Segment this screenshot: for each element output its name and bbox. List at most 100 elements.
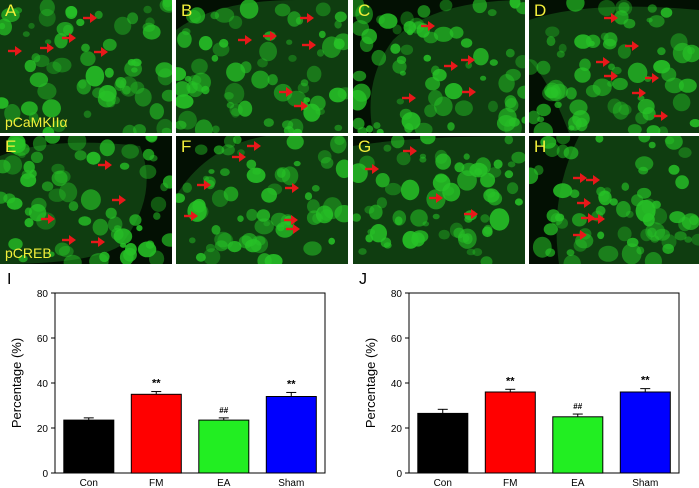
y-tick-label: 80 bbox=[391, 289, 403, 300]
panel-letter: E bbox=[5, 137, 17, 156]
y-tick-label: 40 bbox=[391, 379, 403, 390]
red-arrow-icon bbox=[632, 88, 646, 98]
bar-ea bbox=[198, 419, 250, 474]
micrograph-panel-b: B bbox=[176, 0, 348, 133]
micrograph-image bbox=[529, 136, 699, 264]
red-arrow-icon bbox=[184, 211, 198, 221]
red-arrow-icon bbox=[302, 40, 316, 50]
red-arrow-icon bbox=[654, 111, 668, 121]
micrograph-panel-d: D bbox=[529, 0, 699, 133]
panel-letter: D bbox=[534, 1, 547, 20]
y-tick-label: 0 bbox=[396, 469, 402, 480]
panel-letter: G bbox=[358, 137, 372, 156]
red-arrow-icon bbox=[263, 31, 277, 41]
x-tick-label: EA bbox=[571, 478, 585, 488]
red-arrow-icon bbox=[462, 87, 476, 97]
micrograph-image bbox=[353, 0, 525, 133]
red-arrow-icon bbox=[402, 93, 416, 103]
significance-label: ** bbox=[287, 378, 296, 390]
micrograph-panel-a: A pCaMKIIα bbox=[0, 0, 172, 133]
micrograph-panel-e: E pCREB bbox=[0, 136, 172, 264]
red-arrow-icon bbox=[238, 35, 252, 45]
red-arrow-icon bbox=[429, 193, 443, 203]
micrograph-image bbox=[353, 136, 525, 264]
red-arrow-icon bbox=[444, 61, 458, 71]
y-tick-label: 60 bbox=[391, 334, 403, 345]
significance-label: ## bbox=[573, 402, 582, 411]
red-arrow-icon bbox=[577, 198, 591, 208]
red-arrow-icon bbox=[645, 73, 659, 83]
red-arrow-icon bbox=[285, 183, 299, 193]
red-arrow-icon bbox=[461, 55, 475, 65]
y-tick-label: 0 bbox=[42, 469, 48, 480]
red-arrow-icon bbox=[403, 146, 417, 156]
micrograph-panel-h: H bbox=[529, 136, 699, 264]
micrograph-panel-c: C bbox=[353, 0, 525, 133]
stain-label: pCaMKIIα bbox=[5, 114, 68, 130]
chart-letter-j: J bbox=[359, 271, 367, 288]
micrograph-image bbox=[0, 136, 172, 264]
y-tick-label: 80 bbox=[37, 289, 49, 300]
red-arrow-icon bbox=[83, 13, 97, 23]
x-tick-label: Sham bbox=[278, 478, 304, 488]
red-arrow-icon bbox=[286, 224, 300, 234]
x-tick-label: Con bbox=[80, 478, 98, 488]
red-arrow-icon bbox=[8, 46, 22, 56]
red-arrow-icon bbox=[247, 141, 261, 151]
y-axis-label: Percentage (%) bbox=[363, 338, 378, 428]
stain-label: pCREB bbox=[5, 245, 52, 261]
y-tick-label: 20 bbox=[37, 424, 49, 435]
micrograph-panel-g: G bbox=[353, 136, 525, 264]
red-arrow-icon bbox=[91, 237, 105, 247]
micrograph-image bbox=[176, 0, 348, 133]
bar-chart-i: 0 20 40 60 80 Percentage (%) Con ** FM ## EA ** Sham bbox=[9, 289, 326, 488]
x-tick-label: FM bbox=[149, 478, 163, 488]
x-tick-label: Sham bbox=[632, 478, 658, 488]
red-arrow-icon bbox=[464, 209, 478, 219]
red-arrow-icon bbox=[300, 13, 314, 23]
micrograph-image bbox=[529, 0, 699, 133]
panel-letter: A bbox=[5, 1, 17, 20]
red-arrow-icon bbox=[62, 235, 76, 245]
micrograph-image bbox=[0, 0, 172, 133]
y-tick-label: 40 bbox=[37, 379, 49, 390]
red-arrow-icon bbox=[365, 164, 379, 174]
red-arrow-icon bbox=[573, 173, 587, 183]
bar-sham bbox=[265, 396, 317, 474]
red-arrow-icon bbox=[591, 214, 605, 224]
significance-label: ** bbox=[152, 378, 161, 390]
red-arrow-icon bbox=[94, 47, 108, 57]
y-tick-label: 20 bbox=[391, 424, 403, 435]
bar-con bbox=[63, 419, 115, 474]
red-arrow-icon bbox=[41, 214, 55, 224]
red-arrow-icon bbox=[98, 160, 112, 170]
significance-label: ## bbox=[219, 406, 228, 415]
x-tick-label: Con bbox=[434, 478, 452, 488]
panel-letter: H bbox=[534, 137, 547, 156]
red-arrow-icon bbox=[421, 21, 435, 31]
bar-ea bbox=[552, 416, 604, 474]
bar-con bbox=[417, 412, 469, 474]
red-arrow-icon bbox=[596, 57, 610, 67]
red-arrow-icon bbox=[586, 175, 600, 185]
micrograph-image bbox=[176, 136, 348, 264]
red-arrow-icon bbox=[604, 13, 618, 23]
red-arrow-icon bbox=[625, 41, 639, 51]
bar-fm bbox=[484, 391, 536, 474]
panel-letter: F bbox=[181, 137, 192, 156]
panel-letter: B bbox=[181, 1, 193, 20]
red-arrow-icon bbox=[279, 87, 293, 97]
panel-letter: C bbox=[358, 1, 371, 20]
x-tick-label: EA bbox=[217, 478, 231, 488]
bar-fm bbox=[130, 393, 182, 474]
red-arrow-icon bbox=[112, 195, 126, 205]
significance-label: ** bbox=[641, 375, 650, 387]
x-tick-label: FM bbox=[503, 478, 517, 488]
bar-sham bbox=[619, 391, 671, 474]
chart-letter-i: I bbox=[7, 271, 12, 288]
significance-label: ** bbox=[506, 375, 515, 387]
y-axis-label: Percentage (%) bbox=[9, 338, 24, 428]
bar-chart-j: 0 20 40 60 80 Percentage (%) Con ** FM ## EA ** Sham bbox=[363, 289, 680, 488]
red-arrow-icon bbox=[284, 215, 298, 225]
red-arrow-icon bbox=[40, 43, 54, 53]
